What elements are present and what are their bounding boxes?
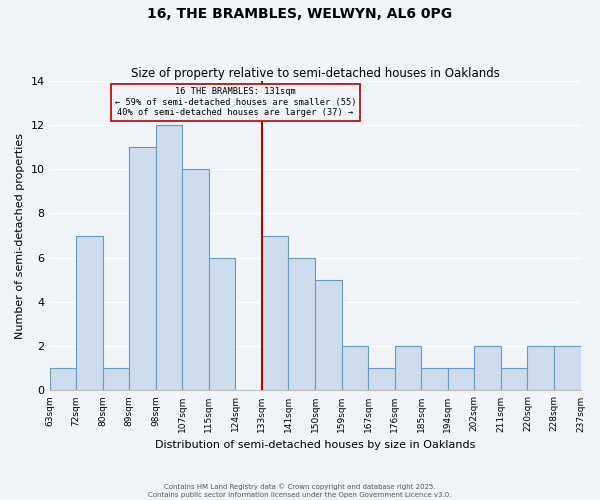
Bar <box>209 258 235 390</box>
Bar <box>341 346 368 391</box>
Bar <box>262 236 289 390</box>
Bar <box>315 280 341 390</box>
Title: Size of property relative to semi-detached houses in Oaklands: Size of property relative to semi-detach… <box>131 66 499 80</box>
Bar <box>129 147 156 390</box>
Y-axis label: Number of semi-detached properties: Number of semi-detached properties <box>15 132 25 338</box>
Bar <box>182 169 209 390</box>
Bar <box>368 368 395 390</box>
Bar <box>103 368 129 390</box>
Text: 16 THE BRAMBLES: 131sqm
← 59% of semi-detached houses are smaller (55)
40% of se: 16 THE BRAMBLES: 131sqm ← 59% of semi-de… <box>115 88 356 117</box>
Bar <box>395 346 421 391</box>
Bar <box>289 258 315 390</box>
X-axis label: Distribution of semi-detached houses by size in Oaklands: Distribution of semi-detached houses by … <box>155 440 475 450</box>
Text: Contains HM Land Registry data © Crown copyright and database right 2025.
Contai: Contains HM Land Registry data © Crown c… <box>148 484 452 498</box>
Bar <box>50 368 76 390</box>
Bar <box>421 368 448 390</box>
Bar <box>554 346 581 391</box>
Bar <box>501 368 527 390</box>
Bar <box>527 346 554 391</box>
Bar <box>76 236 103 390</box>
Bar <box>156 125 182 390</box>
Bar <box>448 368 475 390</box>
Text: 16, THE BRAMBLES, WELWYN, AL6 0PG: 16, THE BRAMBLES, WELWYN, AL6 0PG <box>148 8 452 22</box>
Bar <box>475 346 501 391</box>
